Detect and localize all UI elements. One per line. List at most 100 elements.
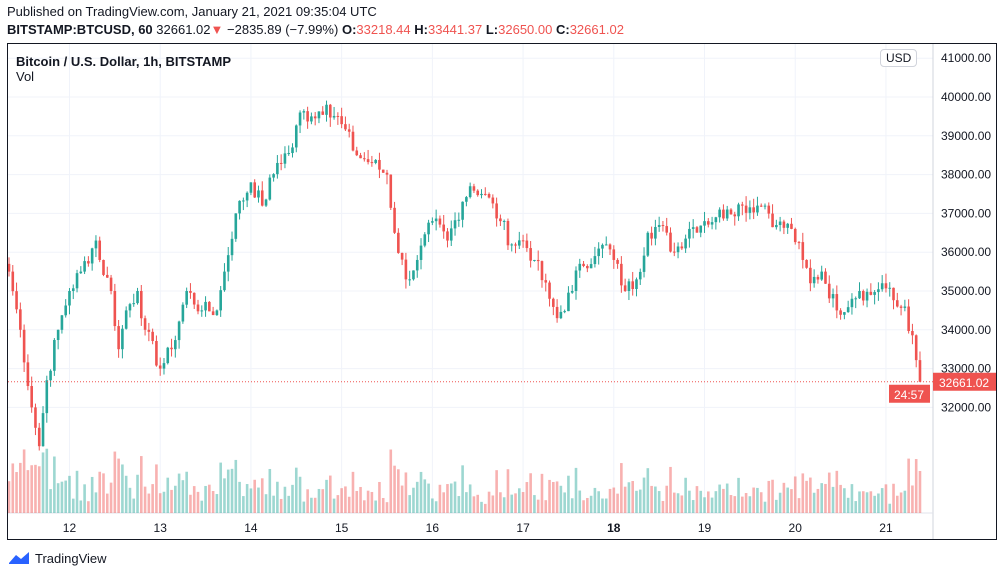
volume-bar (260, 478, 264, 513)
volume-bar (162, 491, 166, 513)
candle-body (30, 386, 33, 408)
volume-bar (211, 490, 215, 513)
countdown-bg (889, 384, 930, 403)
candle-body (302, 111, 306, 113)
candlestick-chart[interactable]: 32000.00 33000.00 34000.00 35000.00 36000.00… (8, 44, 997, 540)
volume-bar (483, 503, 487, 513)
x-tick-label: 12 (63, 521, 77, 535)
volume-bar (94, 492, 98, 513)
volume-bar (321, 489, 325, 513)
candle-body (510, 244, 514, 246)
volume-bar (166, 477, 170, 513)
candle-body (737, 204, 740, 217)
volume-bar (276, 481, 279, 513)
volume-bar (756, 487, 759, 513)
volume-bar (790, 489, 793, 513)
volume-bar (121, 464, 124, 513)
candle-body (843, 312, 846, 315)
volume-bar (151, 484, 154, 513)
candle-body (313, 116, 317, 119)
candle-body (499, 218, 502, 222)
candle-body (260, 190, 264, 206)
candle-body (854, 298, 858, 300)
x-tick-label: 18 (607, 521, 621, 535)
candle-body (79, 271, 83, 274)
candle-body (869, 291, 873, 295)
volume-bar (695, 486, 699, 513)
volume-bar (49, 489, 52, 513)
volume-bar (812, 492, 816, 513)
volume-bar (570, 498, 574, 513)
volume-bar (748, 496, 752, 513)
volume-bar (661, 500, 665, 513)
close-label: C: (555, 22, 570, 37)
volume-bar (691, 500, 695, 513)
tradingview-logo-icon (9, 552, 29, 564)
candle-body (468, 186, 472, 198)
volume-bar (189, 494, 192, 513)
candle-body (109, 277, 113, 291)
candle-body (226, 255, 230, 272)
volume-bar (363, 500, 366, 513)
candle-body (117, 326, 120, 350)
candle-body (654, 226, 657, 239)
candle-body (351, 131, 355, 151)
volume-bar (914, 459, 918, 513)
candle-body (268, 177, 272, 200)
candle-body (208, 301, 211, 312)
candle-body (438, 218, 442, 225)
volume-bar (268, 468, 272, 513)
volume-bar (204, 485, 207, 513)
candle-body (612, 249, 616, 260)
candle-body (128, 304, 132, 311)
volume-bar (109, 482, 113, 513)
close-value: 32661.02 (569, 22, 624, 37)
candle-body (294, 125, 298, 148)
candle-body (336, 115, 340, 117)
low-value: 32650.00 (498, 22, 553, 37)
volume-bar (242, 496, 245, 513)
candle-body (805, 259, 808, 268)
volume-bar (385, 502, 389, 513)
candle-body (903, 306, 907, 308)
open-label: O: (341, 22, 357, 37)
candle-body (344, 124, 347, 130)
volume-bar (865, 492, 869, 513)
volume-bar (449, 483, 453, 513)
candle-body (400, 252, 404, 260)
volume-bar (136, 474, 139, 513)
volume-bar (824, 483, 827, 513)
candle-body (211, 311, 215, 316)
volume-bar (518, 488, 521, 513)
y-tick-label: 40000.00 (941, 90, 991, 104)
chart-panel[interactable]: 32000.00 33000.00 34000.00 35000.00 36000.00… (7, 43, 997, 540)
candle-body (491, 197, 495, 204)
candle-body (570, 291, 574, 293)
currency-button[interactable]: USD (880, 49, 918, 67)
candle-body (279, 162, 283, 164)
candle-body (332, 115, 336, 118)
candle-body (56, 329, 60, 340)
x-tick-label: 21 (879, 521, 893, 535)
candle-body (858, 291, 861, 299)
x-tick-label: 14 (244, 521, 258, 535)
volume-bar (374, 500, 377, 513)
volume-bar (366, 490, 370, 513)
y-tick-label: 38000.00 (941, 168, 991, 182)
volume-bar (525, 482, 529, 513)
volume-bar (90, 476, 94, 513)
volume-bar (177, 473, 181, 513)
volume-bar (196, 491, 200, 513)
candle-body (102, 259, 105, 275)
volume-bar (344, 486, 347, 513)
candle-body (518, 240, 521, 246)
volume-bar (83, 484, 86, 513)
candle-body (431, 221, 434, 223)
volume-bar (850, 484, 854, 513)
candle-body (340, 116, 343, 125)
volume-bar (389, 449, 393, 513)
volume-bar (805, 480, 808, 513)
candle-body (536, 259, 540, 262)
candle-body (408, 279, 411, 281)
volume-bar (650, 485, 653, 513)
